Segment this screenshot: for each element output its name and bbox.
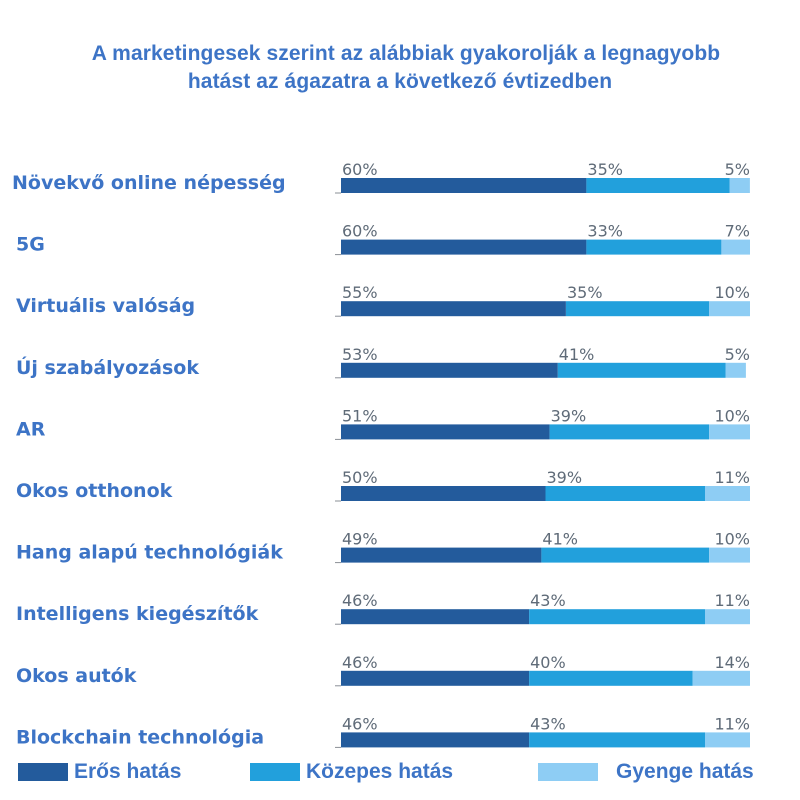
category-label: Blockchain technológia [16,726,264,748]
value-label-eros-hatas: 49% [342,530,378,549]
value-label-gyenge-hatas: 11% [714,468,750,487]
bar-row-okos-autok: Okos autók 46% 40% 14% [16,653,750,687]
bar-segment-eros-hatas [341,239,587,255]
category-label: Intelligens kiegészítők [16,603,259,625]
bar-segment-eros-hatas [341,670,530,686]
value-label-gyenge-hatas: 7% [725,222,750,241]
bar-segment-eros-hatas [341,362,558,378]
bar-segment-kozepes-hatas [586,239,722,255]
value-label-kozepes-hatas: 33% [587,222,623,241]
category-label: 5G [16,234,45,256]
category-label: Okos otthonok [16,480,173,502]
bar-segment-kozepes-hatas [541,547,710,563]
category-label: Új szabályozások [16,355,199,379]
value-label-kozepes-hatas: 41% [559,345,595,364]
bar-segment-kozepes-hatas [545,486,705,501]
value-label-eros-hatas: 60% [342,222,378,241]
bar-row-uj-szabalyozasok: Új szabályozások 53% 41% 5% [16,345,750,379]
value-label-gyenge-hatas: 11% [714,591,750,610]
value-label-kozepes-hatas: 35% [587,160,623,179]
legend-item-gyenge: Gyenge hatás [538,758,754,786]
category-label: Okos autók [16,665,137,687]
value-label-eros-hatas: 53% [342,345,378,364]
legend-label-kozepes: Közepes hatás [306,760,454,783]
bar-segment-kozepes-hatas [557,362,726,378]
bar-segment-eros-hatas [341,424,550,440]
bar-segment-eros-hatas [341,547,542,563]
bar-segment-eros-hatas [341,301,566,317]
value-label-gyenge-hatas: 10% [714,530,750,549]
bar-segment-gyenge-hatas [705,486,750,501]
value-label-kozepes-hatas: 41% [542,530,578,549]
category-label: Virtuális valóság [16,295,195,317]
bar-row-okos-otthonok: Okos otthonok 50% 39% 11% [16,468,750,502]
value-label-kozepes-hatas: 43% [530,714,566,733]
bar-segment-kozepes-hatas [529,609,705,625]
chart-title: A marketingesek szerint az alábbiak gyak… [0,40,800,96]
bar-row-hang-alapu-technologiak: Hang alapú technológiák 49% 41% 10% [16,530,750,564]
bar-segment-eros-hatas [341,609,530,625]
bar-segment-gyenge-hatas [705,609,750,625]
value-label-gyenge-hatas: 11% [714,714,750,733]
value-label-gyenge-hatas: 10% [714,283,750,302]
bar-segment-gyenge-hatas [709,547,750,563]
bar-row-ar: AR 51% 39% 10% [16,406,750,440]
chart-title-line-1: A marketingesek szerint az alábbiak gyak… [91,42,721,65]
bar-row-intelligens-kiegeszitok: Intelligens kiegészítők 46% 43% 11% [16,591,750,625]
bar-segment-gyenge-hatas [709,424,750,440]
value-label-kozepes-hatas: 39% [547,468,583,487]
legend-item-kozepes: Közepes hatás [250,758,453,786]
bar-segment-eros-hatas [341,486,546,501]
bar-segment-gyenge-hatas [692,670,750,686]
legend: Erős hatás Közepes hatás Gyenge hatás [18,758,798,786]
legend-label-eros: Erős hatás [74,760,182,783]
category-label: AR [16,418,46,440]
value-label-kozepes-hatas: 39% [551,406,587,425]
category-label: Hang alapú technológiák [16,542,283,564]
legend-swatch-eros [18,763,68,781]
chart-title-line-2: hatást az ágazatra a következő évtizedbe… [187,70,613,93]
legend-swatch-kozepes [250,763,300,781]
value-label-eros-hatas: 46% [342,714,378,733]
bar-segment-gyenge-hatas [725,362,746,378]
value-label-eros-hatas: 46% [342,653,378,672]
legend-item-eros: Erős hatás [18,758,181,786]
legend-swatch-gyenge [538,763,598,781]
value-label-gyenge-hatas: 14% [714,653,750,672]
bar-segment-kozepes-hatas [566,301,710,317]
bar-segment-gyenge-hatas [709,301,750,317]
value-label-eros-hatas: 60% [342,160,378,179]
value-label-kozepes-hatas: 43% [530,591,566,610]
value-label-kozepes-hatas: 35% [567,283,603,302]
bar-segment-kozepes-hatas [529,732,705,748]
bar-segment-kozepes-hatas [586,178,730,193]
bar-segment-kozepes-hatas [529,670,693,686]
value-label-gyenge-hatas: 5% [725,345,750,364]
bar-segment-eros-hatas [341,178,587,193]
bar-row-5g: 5G 60% 33% 7% [16,222,750,256]
value-label-kozepes-hatas: 40% [530,653,566,672]
category-label: Növekvő online népesség [12,172,286,194]
bar-segment-kozepes-hatas [549,424,710,440]
value-label-eros-hatas: 46% [342,591,378,610]
bar-row-virtualis-valosag: Virtuális valóság 55% 35% 10% [16,283,750,317]
bar-segment-gyenge-hatas [721,239,750,255]
bar-row-blockchain-technologia: Blockchain technológia 46% 43% 11% [16,714,750,748]
bar-segment-eros-hatas [341,732,530,748]
value-label-gyenge-hatas: 5% [725,160,750,179]
value-label-gyenge-hatas: 10% [714,406,750,425]
legend-label-gyenge: Gyenge hatás [616,760,754,783]
value-label-eros-hatas: 55% [342,283,378,302]
value-label-eros-hatas: 51% [342,406,378,425]
value-label-eros-hatas: 50% [342,468,378,487]
bar-row-novekvo-online-nepesseg: Növekvő online népesség 60% 35% 5% [12,160,750,194]
bar-segment-gyenge-hatas [729,178,750,193]
bar-segment-gyenge-hatas [705,732,750,748]
